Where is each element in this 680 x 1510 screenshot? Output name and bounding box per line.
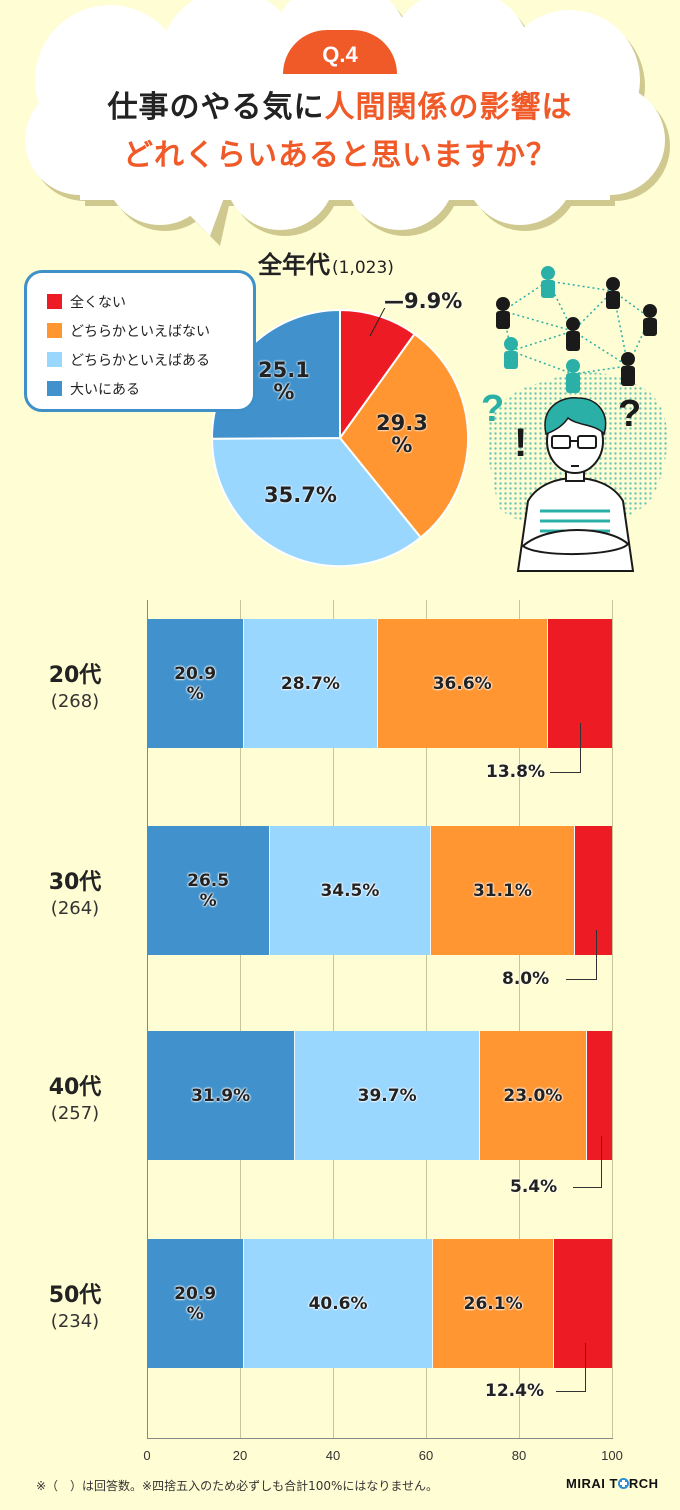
pie-label-not-at-all: —9.9% xyxy=(384,289,463,313)
pie-title: 全年代 (1,023) xyxy=(258,245,394,280)
segment-rather-yes: 39.7% xyxy=(295,1031,480,1160)
gridline-60 xyxy=(426,600,427,1438)
bar-20s: 20.9 % 28.7% 36.6% xyxy=(147,619,612,748)
callout-line xyxy=(580,723,581,773)
age-group: 40代 xyxy=(48,1075,102,1100)
x-tick: 80 xyxy=(511,1448,527,1463)
respondent-count: (268) xyxy=(50,691,100,712)
legend-item-rather-not: どちらかといえばない xyxy=(47,316,253,345)
age-group: 20代 xyxy=(48,663,102,688)
segment-not-at-all xyxy=(575,826,612,955)
x-tick: 100 xyxy=(601,1448,623,1463)
logo-text: RCH xyxy=(628,1476,659,1491)
callout-not-at-all-20s: 13.8% xyxy=(486,762,545,782)
segment-rather-yes: 40.6% xyxy=(244,1239,433,1368)
gridline-20 xyxy=(240,600,241,1438)
stacked-bar-chart: 0 20 40 60 80 100 20代 (268) 20.9 % 28.7%… xyxy=(0,600,680,1463)
row-label-50s: 50代 (234) xyxy=(20,1277,130,1332)
segment-rather-not: 31.1% xyxy=(430,826,576,955)
pie-respondent-count: (1,023) xyxy=(332,258,394,278)
title-black-part: 仕事のやる気に xyxy=(107,90,325,125)
title-line-2: どれくらいあると思いますか？ xyxy=(123,138,557,173)
legend-label: 大いにある xyxy=(70,381,140,398)
pie-label-very-much: 25.1% xyxy=(258,358,310,404)
pie-slice-not-at-all xyxy=(339,308,416,442)
callout-line xyxy=(550,772,581,773)
gridline-0 xyxy=(147,600,148,1438)
x-tick: 0 xyxy=(143,1448,151,1463)
title-highlight-part: 人間関係の影響は xyxy=(324,90,573,125)
segment-very-much: 31.9% xyxy=(147,1031,296,1160)
segment-not-at-all xyxy=(547,619,612,748)
svg-text:?: ? xyxy=(481,388,504,430)
question-number-badge: Q.4 xyxy=(283,30,397,74)
legend-swatch-blue xyxy=(47,381,62,396)
gridline-80 xyxy=(519,600,520,1438)
legend-item-not-at-all: 全くない xyxy=(47,287,253,316)
segment-very-much: 26.5 % xyxy=(147,826,271,955)
svg-text:!: ! xyxy=(514,421,527,465)
segment-rather-not: 23.0% xyxy=(479,1031,587,1160)
callout-not-at-all-40s: 5.4% xyxy=(510,1177,558,1197)
respondent-count: (257) xyxy=(50,1103,100,1124)
x-axis xyxy=(147,1438,613,1439)
legend-swatch-orange xyxy=(47,323,62,338)
footnote: ※（ ）は回答数。※四捨五入のため必ずしも合計100%にはなりません。 xyxy=(36,1479,439,1493)
pie-chart xyxy=(210,308,470,568)
callout-line xyxy=(585,1343,586,1392)
legend-label: どちらかといえばない xyxy=(70,323,210,340)
segment-rather-yes: 28.7% xyxy=(244,619,378,748)
bar-50s: 20.9 % 40.6% 26.1% xyxy=(147,1239,612,1368)
segment-very-much: 20.9 % xyxy=(147,1239,245,1368)
x-tick: 60 xyxy=(418,1448,434,1463)
row-label-20s: 20代 (268) xyxy=(20,657,130,712)
segment-very-much: 20.9 % xyxy=(147,619,245,748)
row-label-30s: 30代 (264) xyxy=(20,864,130,919)
torch-o-icon xyxy=(617,1478,629,1489)
logo-text: MIRAI T xyxy=(566,1476,618,1491)
respondent-count: (234) xyxy=(50,1311,100,1332)
legend-item-rather-yes: どちらかといえばある xyxy=(47,345,253,374)
legend-item-very-much: 大いにある xyxy=(47,374,253,403)
segment-not-at-all xyxy=(586,1031,612,1160)
pie-label-rather-not: 29.3% xyxy=(376,411,428,457)
age-group: 50代 xyxy=(48,1283,102,1308)
legend-label: 全くない xyxy=(70,294,126,311)
pie-title-label: 全年代 xyxy=(258,251,330,279)
segment-not-at-all xyxy=(554,1239,612,1368)
callout-not-at-all-30s: 8.0% xyxy=(502,969,550,989)
gridline-40 xyxy=(333,600,334,1438)
pie-slice-rather-not xyxy=(338,332,470,539)
pie-label-rather-yes: 35.7% xyxy=(264,483,337,507)
title-line-1: 仕事のやる気に人間関係の影響は xyxy=(0,82,680,126)
gridline-100 xyxy=(612,600,613,1438)
age-group: 30代 xyxy=(48,870,102,895)
speech-bubble-cloud xyxy=(25,0,670,246)
callout-line xyxy=(573,1187,602,1188)
x-tick: 20 xyxy=(232,1448,248,1463)
callout-line xyxy=(596,930,597,980)
mirai-torch-logo: MIRAI T RCH xyxy=(566,1476,659,1491)
respondent-count: (264) xyxy=(50,898,100,919)
bar-30s: 26.5 % 34.5% 31.1% xyxy=(147,826,612,955)
thinking-person-network-illustration: ? ? ! xyxy=(481,266,668,572)
svg-text:?: ? xyxy=(618,393,641,435)
pie-slice-rather-yes xyxy=(210,436,423,568)
segment-rather-yes: 34.5% xyxy=(270,826,431,955)
legend-label: どちらかといえばある xyxy=(70,352,210,369)
x-tick: 40 xyxy=(325,1448,341,1463)
callout-line xyxy=(556,1391,586,1392)
callout-line xyxy=(601,1136,602,1188)
legend-swatch-light-blue xyxy=(47,352,62,367)
bar-40s: 31.9% 39.7% 23.0% xyxy=(147,1031,612,1160)
segment-rather-not: 26.1% xyxy=(432,1239,555,1368)
legend-swatch-red xyxy=(47,294,62,309)
chart-legend: 全くない どちらかといえばない どちらかといえばある 大いにある xyxy=(24,270,256,412)
row-label-40s: 40代 (257) xyxy=(20,1069,130,1124)
callout-not-at-all-50s: 12.4% xyxy=(485,1381,544,1401)
segment-rather-not: 36.6% xyxy=(377,619,548,748)
callout-line xyxy=(566,979,597,980)
